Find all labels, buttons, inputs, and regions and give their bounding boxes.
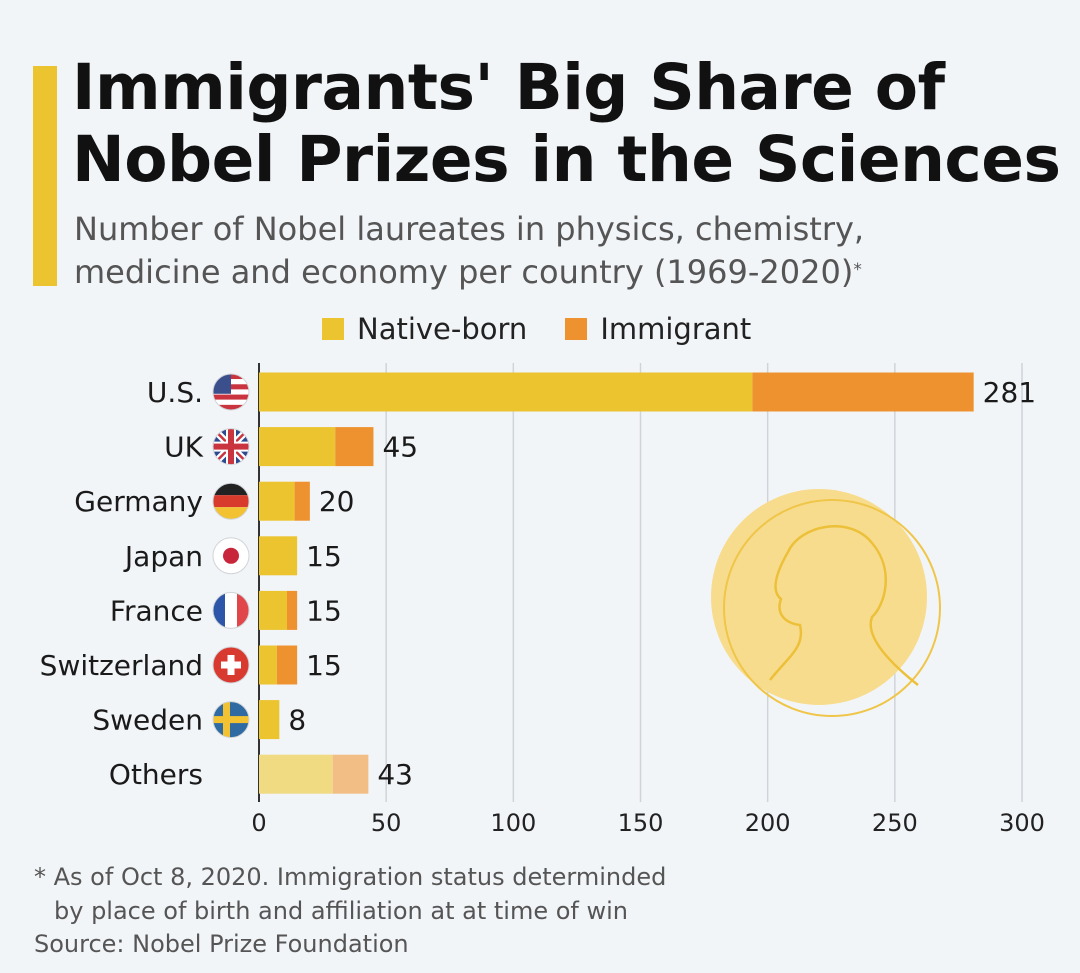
- category-label-france: France: [110, 594, 203, 627]
- title-line-1: Immigrants' Big Share of: [72, 51, 945, 124]
- bar-switzerland-immigrant: [276, 645, 298, 685]
- subtitle-footnote-marker: *: [853, 260, 862, 280]
- legend-label-immigrant: Immigrant: [600, 312, 752, 346]
- legend-label-native-born: Native-born: [357, 312, 528, 346]
- nobel-medal-icon: [711, 489, 941, 717]
- bar-u-s-native-born: [259, 372, 753, 412]
- chart-legend: Native-born Immigrant: [322, 312, 789, 346]
- category-label-others: Others: [109, 758, 203, 791]
- bar-uk-native-born: [259, 427, 336, 467]
- legend-swatch-immigrant: [565, 318, 588, 340]
- x-tick-label-250: 250: [872, 809, 918, 837]
- legend-swatch-native-born: [322, 318, 344, 340]
- subtitle-line-1: Number of Nobel laureates in physics, ch…: [74, 210, 865, 248]
- value-label-france: 15: [306, 594, 342, 627]
- source-note: Source: Nobel Prize Foundation: [34, 930, 409, 958]
- footnote-line-2: by place of birth and affiliation at at …: [54, 897, 628, 925]
- bar-sweden-native-born: [259, 700, 280, 740]
- bar-france-native-born: [259, 590, 287, 630]
- value-label-japan: 15: [306, 540, 342, 573]
- bar-france-immigrant: [286, 590, 298, 630]
- value-label-uk: 45: [382, 431, 418, 464]
- category-label-germany: Germany: [74, 485, 203, 518]
- chart-title: Immigrants' Big Share of Nobel Prizes in…: [72, 52, 1061, 196]
- subtitle-line-2: medicine and economy per country (1969-2…: [74, 253, 854, 291]
- bar-switzerland-native-born: [259, 645, 277, 685]
- category-label-sweden: Sweden: [92, 704, 203, 737]
- france-flag-icon: [212, 591, 250, 629]
- bar-u-s-immigrant: [752, 372, 974, 412]
- japan-flag-icon: [212, 537, 250, 575]
- value-label-germany: 20: [319, 485, 355, 518]
- footnote-line-1: * As of Oct 8, 2020. Immigration status …: [34, 863, 667, 891]
- bar-japan-native-born: [259, 536, 298, 576]
- x-tick-label-100: 100: [490, 809, 536, 837]
- bar-others-immigrant: [332, 754, 369, 794]
- footnote: * As of Oct 8, 2020. Immigration status …: [34, 860, 666, 928]
- x-tick-label-200: 200: [745, 809, 791, 837]
- value-label-u-s: 281: [983, 376, 1036, 409]
- category-label-u-s: U.S.: [147, 376, 203, 409]
- value-label-others: 43: [377, 758, 413, 791]
- bar-germany-immigrant: [294, 481, 310, 521]
- bar-uk-immigrant: [335, 427, 374, 467]
- bar-others-native-born: [259, 754, 333, 794]
- title-accent-bar: [33, 66, 57, 286]
- value-label-sweden: 8: [288, 704, 306, 737]
- category-label-uk: UK: [164, 431, 203, 464]
- switzerland-flag-icon: [212, 646, 250, 684]
- sweden-flag-icon: [212, 701, 250, 739]
- x-tick-label-0: 0: [251, 809, 266, 837]
- chart-subtitle: Number of Nobel laureates in physics, ch…: [74, 208, 1064, 294]
- legend-item-immigrant: Immigrant: [565, 312, 751, 346]
- germany-flag-icon: [212, 482, 250, 520]
- category-label-japan: Japan: [123, 540, 203, 573]
- bar-chart: 0 50 100 150 200 250 300 281 U.S. 45 UK 20 Germany 15…: [40, 363, 1045, 837]
- category-label-switzerland: Switzerland: [40, 649, 203, 682]
- title-line-2: Nobel Prizes in the Sciences: [72, 123, 1061, 196]
- bar-germany-native-born: [259, 481, 295, 521]
- x-tick-label-50: 50: [371, 809, 402, 837]
- value-label-switzerland: 15: [306, 649, 342, 682]
- x-tick-label-300: 300: [999, 809, 1045, 837]
- uk-flag-icon: [212, 428, 250, 466]
- x-tick-label-150: 150: [618, 809, 664, 837]
- legend-item-native-born: Native-born: [322, 312, 527, 346]
- us-flag-icon: [212, 373, 250, 411]
